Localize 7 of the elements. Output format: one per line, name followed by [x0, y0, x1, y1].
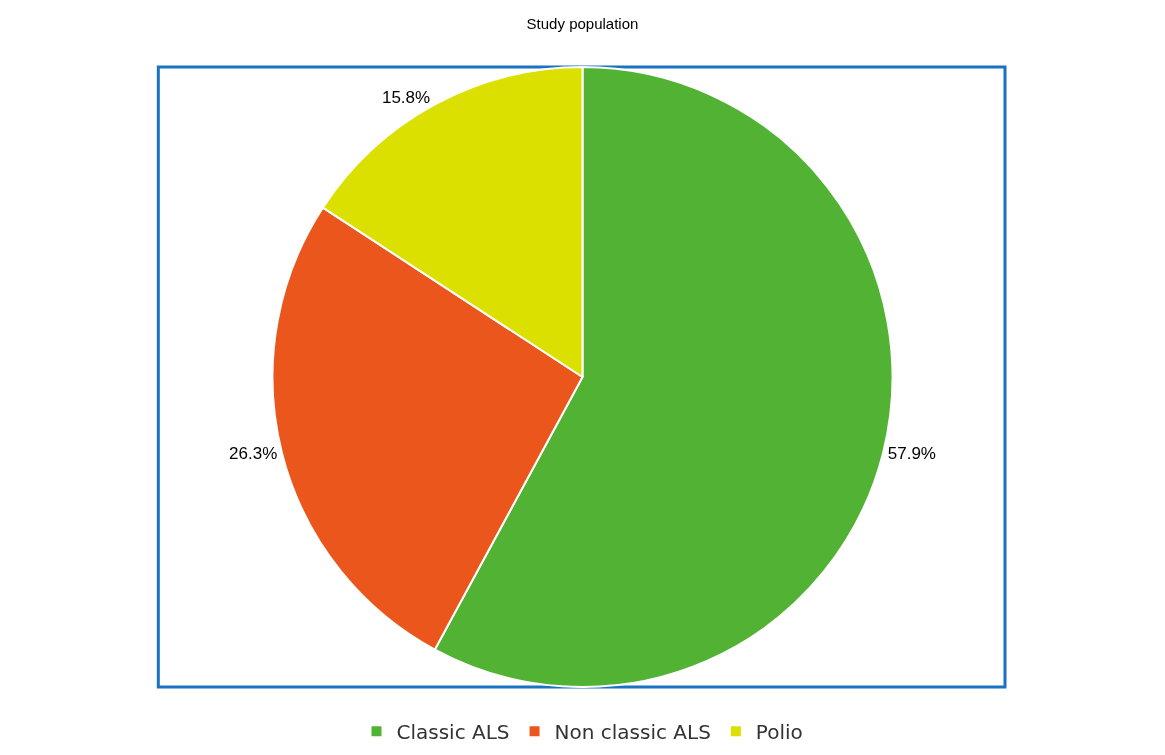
legend-label: Non classic ALS	[554, 720, 711, 745]
legend-label: Classic ALS	[396, 720, 510, 745]
chart-title: Study population	[526, 15, 639, 33]
data-label: 57.9%	[887, 444, 936, 464]
data-label: 26.3%	[229, 444, 278, 464]
legend-label: Polio	[755, 720, 803, 745]
data-label: 15.8%	[381, 87, 431, 107]
